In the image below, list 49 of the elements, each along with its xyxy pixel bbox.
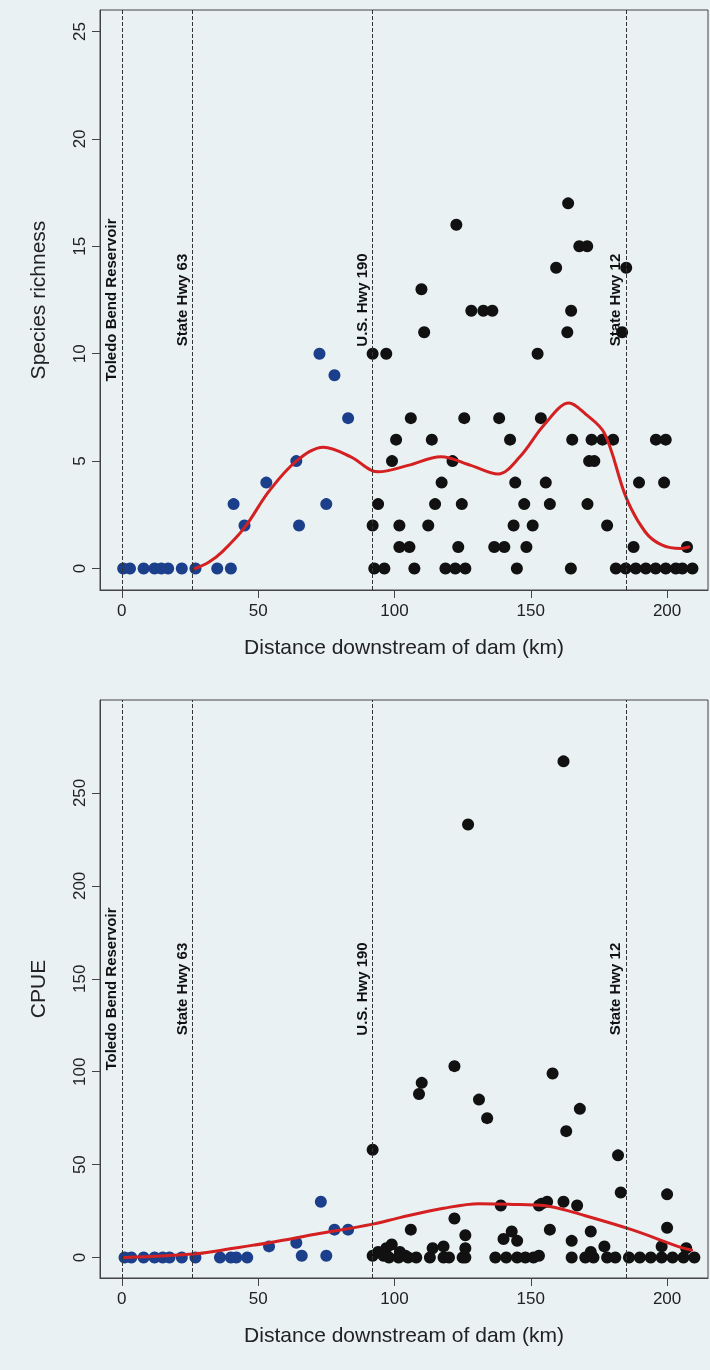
x-tick-label: 100 <box>380 1289 409 1308</box>
y-tick-label: 10 <box>70 344 89 364</box>
x-axis-title: Distance downstream of dam (km) <box>244 1323 564 1346</box>
y-tick-label: 25 <box>70 22 89 41</box>
y-tick-label: 0 <box>70 1252 89 1263</box>
y-axis-title: CPUE <box>26 959 49 1019</box>
point <box>313 347 326 360</box>
ref-line-label: U.S. Hwy 190 <box>352 942 370 1036</box>
point <box>295 1249 308 1262</box>
ref-line-label: Toledo Bend Reservoir <box>101 218 119 382</box>
ref-line-label: State Hwy 63 <box>172 942 190 1036</box>
point <box>137 562 150 575</box>
ref-line-label: State Hwy 12 <box>606 942 624 1036</box>
ref-line-label: U.S. Hwy 190 <box>352 253 370 347</box>
x-tick-label: 50 <box>248 1289 268 1308</box>
y-tick-label: 5 <box>70 456 89 466</box>
x-tick-label: 0 <box>117 1289 127 1308</box>
x-tick-label: 150 <box>516 1289 545 1308</box>
point <box>328 369 341 382</box>
y-tick-label: 150 <box>70 964 89 993</box>
y-tick-label: 15 <box>70 236 89 256</box>
y-tick-label: 0 <box>70 563 89 574</box>
x-tick-label: 50 <box>248 601 268 620</box>
point <box>293 519 306 532</box>
point <box>320 498 333 511</box>
x-tick-label: 150 <box>516 601 545 620</box>
point <box>314 1195 327 1208</box>
x-tick-label: 200 <box>652 1289 682 1308</box>
x-tick-label: 0 <box>117 601 127 620</box>
point <box>211 562 224 575</box>
point <box>260 476 273 489</box>
ref-line-label: Toledo Bend Reservoir <box>101 907 119 1071</box>
point <box>224 562 237 575</box>
y-tick-label: 100 <box>70 1057 89 1086</box>
y-tick-label: 200 <box>70 871 89 901</box>
point <box>320 1249 333 1262</box>
y-tick-label: 20 <box>70 129 89 149</box>
x-tick-label: 200 <box>652 601 682 620</box>
point <box>175 562 188 575</box>
ref-line-label: State Hwy 63 <box>172 253 190 347</box>
point <box>227 498 240 511</box>
y-axis-title: Species richness <box>26 220 49 380</box>
y-tick-label: 250 <box>70 778 89 808</box>
x-tick-label: 100 <box>380 601 409 620</box>
point <box>342 412 355 425</box>
point <box>213 1251 226 1264</box>
y-tick-label: 50 <box>70 1155 89 1175</box>
x-axis-title: Distance downstream of dam (km) <box>244 635 564 658</box>
point <box>241 1251 254 1264</box>
